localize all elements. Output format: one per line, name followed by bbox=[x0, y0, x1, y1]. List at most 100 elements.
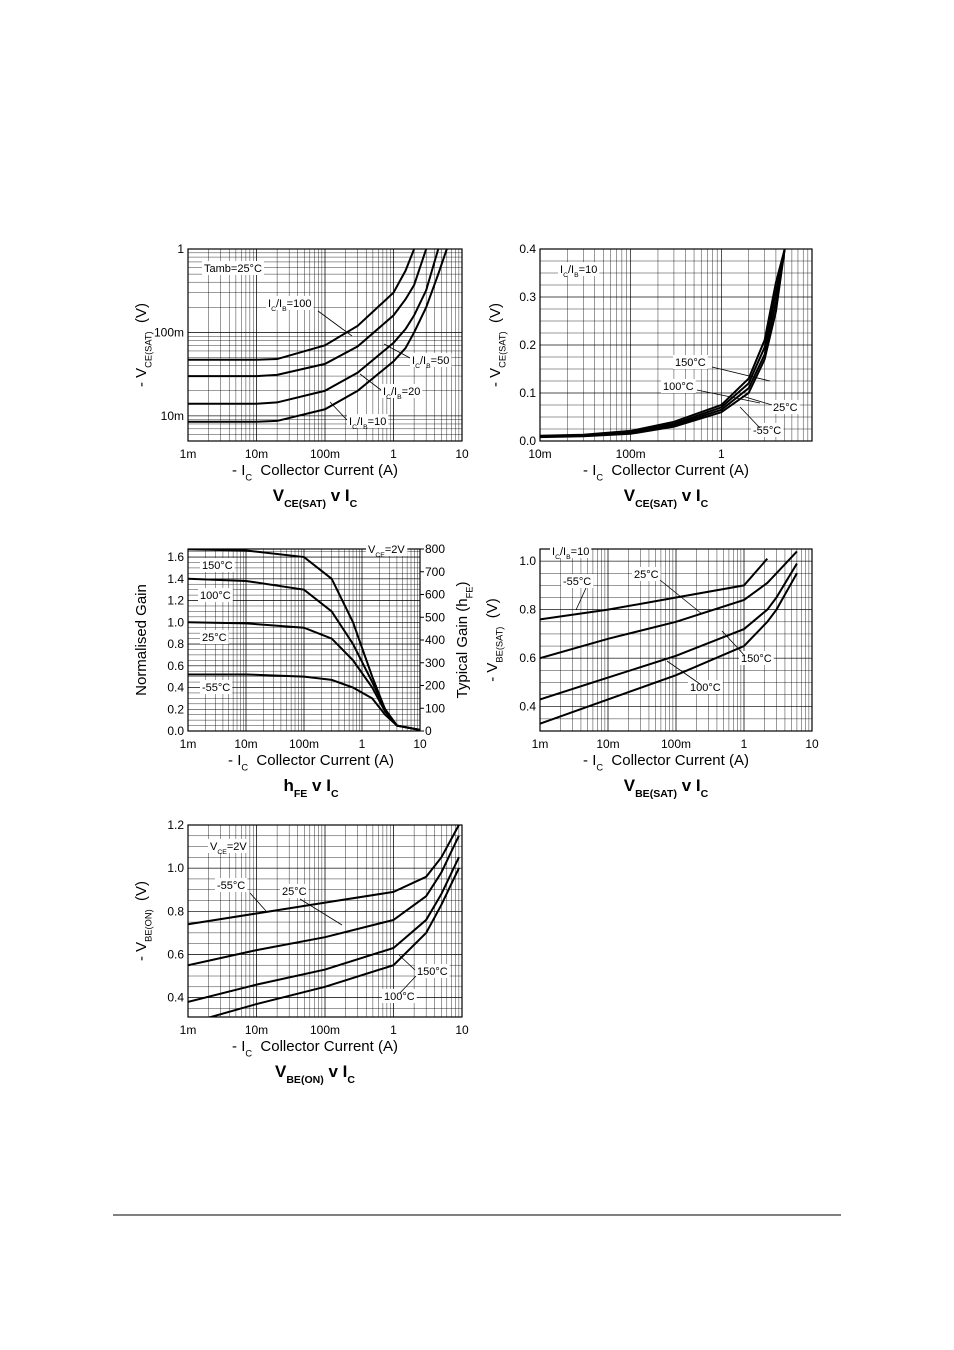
plot-frame bbox=[539, 548, 813, 732]
chart-title-part: CE(SAT) bbox=[635, 498, 677, 510]
plot-frame bbox=[187, 248, 463, 442]
x-axis-label-part: C bbox=[596, 472, 603, 482]
chart-title-part: v I bbox=[324, 1062, 348, 1081]
annotation-background bbox=[202, 261, 264, 275]
annotation-leader bbox=[329, 401, 348, 421]
annotation: VCE=2V bbox=[368, 544, 405, 559]
annotation-part: 150°C bbox=[675, 357, 706, 369]
y2-tick-label: 0 bbox=[425, 724, 432, 738]
y2-tick-label: 200 bbox=[425, 679, 445, 693]
curve bbox=[540, 563, 798, 701]
y-tick-label: 0.6 bbox=[167, 659, 184, 673]
annotation-part: 25°C bbox=[202, 632, 227, 644]
annotation-leader bbox=[711, 366, 771, 382]
annotation: 25°C bbox=[773, 402, 798, 414]
annotation-part: /I bbox=[357, 416, 363, 428]
x-tick-label: 10m bbox=[596, 737, 619, 751]
x-tick-label: 10m bbox=[528, 447, 551, 461]
annotation: -55°C bbox=[753, 425, 781, 437]
annotation-leader bbox=[398, 954, 416, 971]
annotation: VCE=2V bbox=[210, 841, 247, 856]
x-tick-label: 1 bbox=[390, 1023, 397, 1037]
y-axis-label-part: (V) bbox=[487, 303, 504, 331]
y-tick-label: 1.2 bbox=[167, 594, 184, 608]
x-tick-label: 10 bbox=[413, 737, 427, 751]
curve bbox=[540, 550, 798, 660]
chart-title-part: C bbox=[331, 788, 339, 800]
annotation-part: /I bbox=[391, 386, 397, 398]
annotation-background bbox=[661, 379, 696, 393]
annotation-background bbox=[198, 588, 233, 602]
annotation-part: I bbox=[560, 264, 563, 276]
annotation-leader bbox=[317, 310, 353, 337]
x-tick-label: 1m bbox=[180, 737, 197, 751]
annotation-part: V bbox=[368, 544, 376, 556]
chart: 10m 100m 10.00.10.20.30.4IC/IB=10150°C100°… bbox=[487, 242, 813, 510]
annotation-part: 25°C bbox=[634, 569, 659, 581]
annotation-leader bbox=[299, 898, 343, 926]
y2-tick-label: 300 bbox=[425, 656, 445, 670]
y-tick-label: 1.4 bbox=[167, 572, 184, 586]
y-axis-label-part: - V bbox=[487, 368, 504, 387]
y-axis-label: - VCE(SAT) (V) bbox=[487, 303, 507, 387]
curve bbox=[188, 249, 440, 405]
x-tick-label: 100m bbox=[310, 1023, 340, 1037]
y-tick-label: 0.6 bbox=[167, 947, 184, 961]
annotation: IC/IB=10 bbox=[552, 546, 589, 561]
x-axis-label-part: Collector Current (A) bbox=[603, 462, 749, 479]
annotation-part: 100°C bbox=[200, 590, 231, 602]
x-axis-label: - IC Collector Current (A) bbox=[232, 1038, 398, 1058]
annotation: -55°C bbox=[563, 576, 591, 588]
annotation: 25°C bbox=[202, 632, 227, 644]
annotation-part: C bbox=[271, 306, 276, 313]
x-axis-label: - IC Collector Current (A) bbox=[228, 752, 394, 772]
y-tick-label: 0.1 bbox=[519, 386, 536, 400]
annotation-part: 100°C bbox=[384, 991, 415, 1003]
x-tick-label: 10m bbox=[245, 447, 268, 461]
annotation-part: I bbox=[268, 298, 271, 310]
chart-title: VBE(SAT) v IC bbox=[624, 776, 709, 800]
annotation-background bbox=[381, 384, 423, 398]
x-tick-label: 1m bbox=[180, 1023, 197, 1037]
chart-title-part: BE(ON) bbox=[286, 1074, 323, 1086]
plot-frame bbox=[187, 824, 463, 1018]
annotation-leader bbox=[249, 892, 267, 912]
annotation-part: =50 bbox=[431, 355, 450, 367]
y-axis-label: - VCE(SAT) (V) bbox=[133, 303, 153, 387]
annotation-part: V bbox=[210, 841, 218, 853]
y2-tick-label: 100 bbox=[425, 701, 445, 715]
annotation-background bbox=[550, 544, 592, 558]
curve bbox=[188, 249, 428, 378]
y-tick-label: 0.0 bbox=[167, 724, 184, 738]
annotation-leader bbox=[721, 630, 746, 657]
x-axis-label-part: Collector Current (A) bbox=[252, 1038, 398, 1055]
chart-title: VCE(SAT) v IC bbox=[273, 486, 358, 510]
chart-title-part: C bbox=[350, 498, 358, 510]
annotation-part: B bbox=[282, 306, 287, 313]
annotation-part: =2V bbox=[385, 544, 406, 556]
annotation-part: -55°C bbox=[217, 880, 245, 892]
annotation-part: 25°C bbox=[773, 402, 798, 414]
y-tick-label: 0.8 bbox=[167, 637, 184, 651]
x-axis-label-part: - I bbox=[232, 1038, 245, 1055]
annotation-part: =10 bbox=[579, 264, 598, 276]
chart-title-part: CE(SAT) bbox=[284, 498, 326, 510]
y2-tick-label: 600 bbox=[425, 588, 445, 602]
annotation-background bbox=[366, 542, 408, 556]
annotation-part: -55°C bbox=[202, 682, 230, 694]
annotation-part: B bbox=[574, 272, 579, 279]
x-axis-label-part: C bbox=[241, 762, 248, 772]
annotation: IC/IB=10 bbox=[349, 416, 386, 431]
y-tick-label: 1.6 bbox=[167, 550, 184, 564]
annotation-part: =100 bbox=[287, 298, 312, 310]
y-tick-label: 1 bbox=[177, 242, 184, 256]
annotation: 100°C bbox=[690, 682, 721, 694]
annotation-background bbox=[200, 558, 235, 572]
x-tick-label: 100m bbox=[661, 737, 691, 751]
y-axis-label-part: - V bbox=[133, 942, 150, 961]
annotation-background bbox=[382, 989, 417, 1003]
y-tick-label: 0.6 bbox=[519, 651, 536, 665]
annotation-leader bbox=[696, 389, 761, 404]
